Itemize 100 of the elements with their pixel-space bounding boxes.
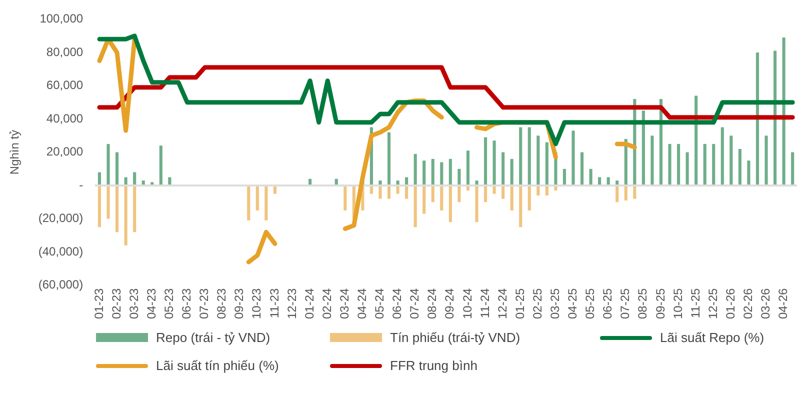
bar [606, 177, 610, 185]
x-tick-label: 03-26 [758, 288, 773, 320]
x-tick-label: 09-23 [232, 288, 246, 320]
y-tick-label: 80,000 [46, 44, 84, 59]
bar [747, 160, 750, 185]
x-tick-label: 02-26 [741, 288, 756, 320]
x-tick-label: 02-24 [320, 288, 334, 320]
bar [703, 144, 706, 185]
x-tick-label: 07-24 [408, 288, 422, 320]
bar [431, 158, 434, 185]
x-tick-label: 06-24 [390, 288, 404, 320]
bar [616, 180, 619, 185]
x-tick-label: 10-23 [250, 288, 264, 320]
bar [405, 177, 408, 185]
x-tick-label: 08-25 [636, 288, 650, 320]
bar [616, 186, 619, 202]
y-tick-label: 100,000 [40, 12, 84, 26]
bar [106, 144, 110, 185]
y-tick-label: (20,000) [38, 211, 84, 226]
bar [773, 50, 777, 185]
legend-label: Repo (trái - tỷ VND) [156, 330, 270, 345]
bar [756, 52, 760, 185]
x-tick-label: 04-23 [144, 288, 158, 320]
bar [378, 180, 382, 185]
bar [642, 110, 645, 185]
bar [458, 186, 461, 202]
bar [414, 154, 417, 185]
bar [370, 186, 373, 194]
bar [466, 186, 470, 191]
x-tick-label: 01-23 [92, 288, 106, 320]
bar [738, 148, 742, 185]
y-axis-title: Nghìn tỷ [8, 130, 22, 175]
x-tick-label: 10-24 [460, 288, 474, 320]
bar [580, 152, 584, 185]
bar [150, 182, 154, 185]
x-tick-label: 07-23 [197, 288, 212, 320]
bar [142, 180, 145, 185]
x-tick-label: 09-25 [653, 288, 668, 320]
x-tick-label: 02-25 [530, 288, 544, 320]
bar [422, 160, 426, 185]
x-tick-label: 11-23 [267, 288, 282, 318]
y-tick-label: (60,000) [38, 278, 84, 292]
legend-label: Tín phiếu (trái-tỷ VND) [390, 330, 520, 345]
x-tick-label: 11-25 [688, 288, 702, 318]
legend-label: Lãi suất Repo (%) [660, 330, 764, 345]
bar [572, 130, 575, 185]
y-tick-label: (40,000) [38, 244, 84, 258]
y-tick-label: - [79, 178, 84, 192]
bar [492, 140, 496, 185]
bar [344, 186, 347, 210]
bar [256, 186, 259, 210]
bar [98, 186, 102, 228]
x-tick-label: 08-23 [214, 288, 229, 320]
bar [484, 186, 488, 202]
bar [106, 186, 110, 219]
bar [431, 186, 434, 202]
bar [387, 132, 391, 185]
bar [536, 136, 540, 185]
x-tick-label: 01-26 [723, 288, 738, 320]
bar [98, 172, 102, 185]
bar [396, 186, 400, 194]
bar [133, 172, 136, 185]
x-tick-label: 05-25 [583, 288, 598, 320]
x-tick-label: 07-25 [618, 288, 632, 320]
bar [782, 37, 786, 185]
bar [598, 177, 602, 185]
bar [633, 186, 636, 199]
x-tick-label: 06-25 [600, 288, 615, 320]
bar [396, 180, 400, 185]
bar [686, 152, 689, 185]
bar [791, 152, 794, 185]
bar [712, 144, 716, 185]
bar [458, 168, 461, 185]
bar [405, 186, 408, 199]
legend-label: FFR trung bình [390, 358, 478, 373]
bar [168, 177, 172, 185]
bar [448, 186, 452, 222]
bar [475, 180, 478, 185]
bar [159, 146, 162, 185]
x-tick-label: 04-25 [566, 288, 580, 320]
bar [668, 144, 672, 185]
bar [378, 186, 382, 199]
bar [502, 186, 505, 199]
x-tick-label: 10-25 [670, 288, 685, 320]
bar [519, 186, 522, 228]
bar [554, 186, 558, 191]
x-tick-label: 12-25 [706, 288, 720, 320]
bar [492, 186, 496, 194]
x-tick-label: 03-24 [337, 288, 352, 320]
bar [764, 136, 768, 185]
bar [422, 186, 426, 214]
bar [730, 136, 733, 185]
bar [528, 186, 531, 210]
bar [484, 137, 488, 185]
bar [510, 186, 514, 210]
bar [308, 178, 312, 185]
bar [502, 152, 505, 185]
y-tick-label: 20,000 [46, 144, 84, 159]
y-tick-label: 60,000 [46, 78, 84, 92]
x-tick-label: 05-23 [162, 288, 176, 320]
